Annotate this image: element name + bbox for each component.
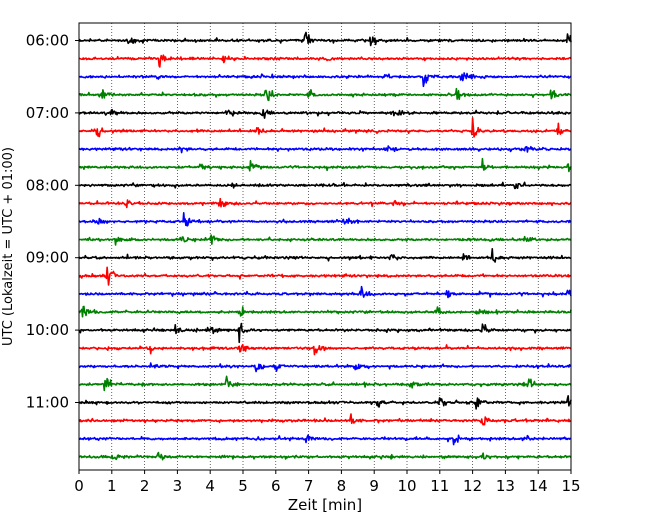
trace-line bbox=[78, 181, 572, 190]
trace-line bbox=[78, 211, 572, 227]
x-tick-label: 15 bbox=[561, 477, 580, 495]
trace-line bbox=[78, 157, 572, 173]
trace-line bbox=[78, 451, 572, 461]
trace-line bbox=[78, 395, 572, 410]
y-tick-label: 06:00 bbox=[26, 32, 69, 50]
x-tick-label: 7 bbox=[304, 477, 314, 495]
x-tick-label: 9 bbox=[369, 477, 379, 495]
trace-line bbox=[78, 285, 572, 299]
y-tick-label: 10:00 bbox=[26, 321, 69, 339]
x-tick-label: 12 bbox=[463, 477, 482, 495]
trace-line bbox=[78, 145, 572, 154]
x-tick-label: 11 bbox=[430, 477, 449, 495]
trace-line bbox=[78, 116, 572, 138]
x-tick-label: 2 bbox=[140, 477, 150, 495]
trace-line bbox=[78, 248, 572, 263]
y-tick-label: 09:00 bbox=[26, 249, 69, 267]
y-tick-label: 11:00 bbox=[26, 394, 69, 412]
trace-line bbox=[78, 87, 572, 102]
trace-line bbox=[78, 434, 572, 446]
plot-frame bbox=[78, 22, 572, 471]
x-tick-label: 0 bbox=[74, 477, 84, 495]
trace-line bbox=[78, 375, 572, 392]
trace-line bbox=[78, 108, 572, 119]
trace-line bbox=[78, 322, 572, 344]
x-tick-label: 5 bbox=[238, 477, 248, 495]
trace-line bbox=[78, 413, 572, 426]
x-tick-label: 10 bbox=[397, 477, 416, 495]
trace-line bbox=[78, 343, 572, 356]
trace-line bbox=[78, 234, 572, 246]
trace-line bbox=[78, 31, 572, 47]
x-tick-label: 6 bbox=[271, 477, 281, 495]
x-tick-label: 3 bbox=[173, 477, 183, 495]
y-axis-label: UTC (Lokalzeit = UTC + 01:00) bbox=[1, 147, 16, 346]
x-tick-label: 13 bbox=[496, 477, 515, 495]
y-axis-ticks: 06:00 07:00 08:00 09:00 10:00 11:00 bbox=[26, 32, 79, 412]
x-tick-label: 14 bbox=[529, 477, 548, 495]
y-tick-label: 08:00 bbox=[26, 176, 69, 194]
x-axis-ticks: 0 1 2 3 4 5 6 7 8 9 10 11 12 13 14 15 bbox=[74, 470, 581, 495]
x-axis-label: Zeit [min] bbox=[288, 496, 362, 514]
trace-line bbox=[78, 266, 572, 286]
trace-line bbox=[78, 362, 572, 373]
x-tick-label: 1 bbox=[107, 477, 117, 495]
y-tick-label: 07:00 bbox=[26, 104, 69, 122]
trace-line bbox=[78, 197, 572, 209]
seismic-traces bbox=[78, 31, 572, 461]
x-gridlines bbox=[111, 23, 539, 470]
trace-line bbox=[78, 305, 572, 318]
x-tick-label: 8 bbox=[337, 477, 347, 495]
x-tick-label: 4 bbox=[205, 477, 215, 495]
trace-line bbox=[78, 54, 572, 68]
trace-line bbox=[78, 72, 572, 88]
